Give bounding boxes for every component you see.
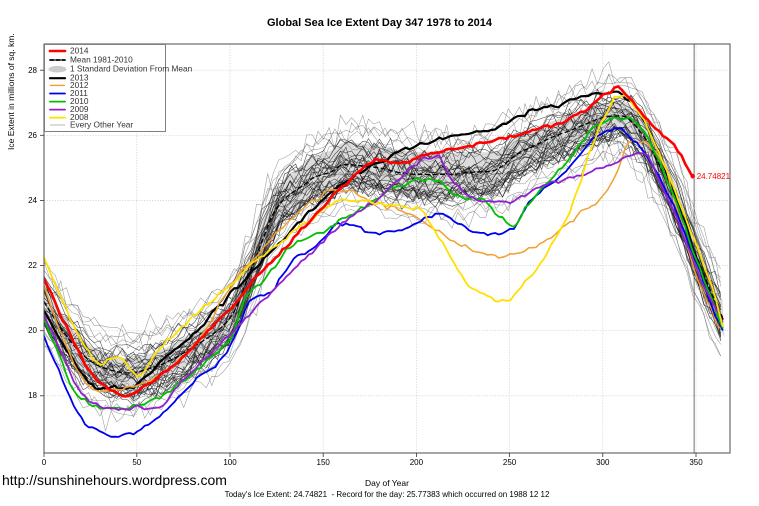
svg-text:26: 26 <box>28 131 37 140</box>
svg-text:28: 28 <box>28 66 37 75</box>
svg-text:100: 100 <box>223 458 237 467</box>
svg-text:20: 20 <box>28 326 37 335</box>
svg-text:200: 200 <box>410 458 424 467</box>
svg-text:250: 250 <box>503 458 517 467</box>
svg-text:24: 24 <box>28 196 37 205</box>
svg-text:0: 0 <box>42 458 47 467</box>
svg-text:24.74821: 24.74821 <box>697 172 731 181</box>
svg-text:300: 300 <box>596 458 610 467</box>
svg-text:50: 50 <box>132 458 141 467</box>
svg-text:350: 350 <box>689 458 703 467</box>
svg-text:18: 18 <box>28 391 37 400</box>
svg-text:22: 22 <box>28 261 37 270</box>
svg-text:150: 150 <box>317 458 331 467</box>
